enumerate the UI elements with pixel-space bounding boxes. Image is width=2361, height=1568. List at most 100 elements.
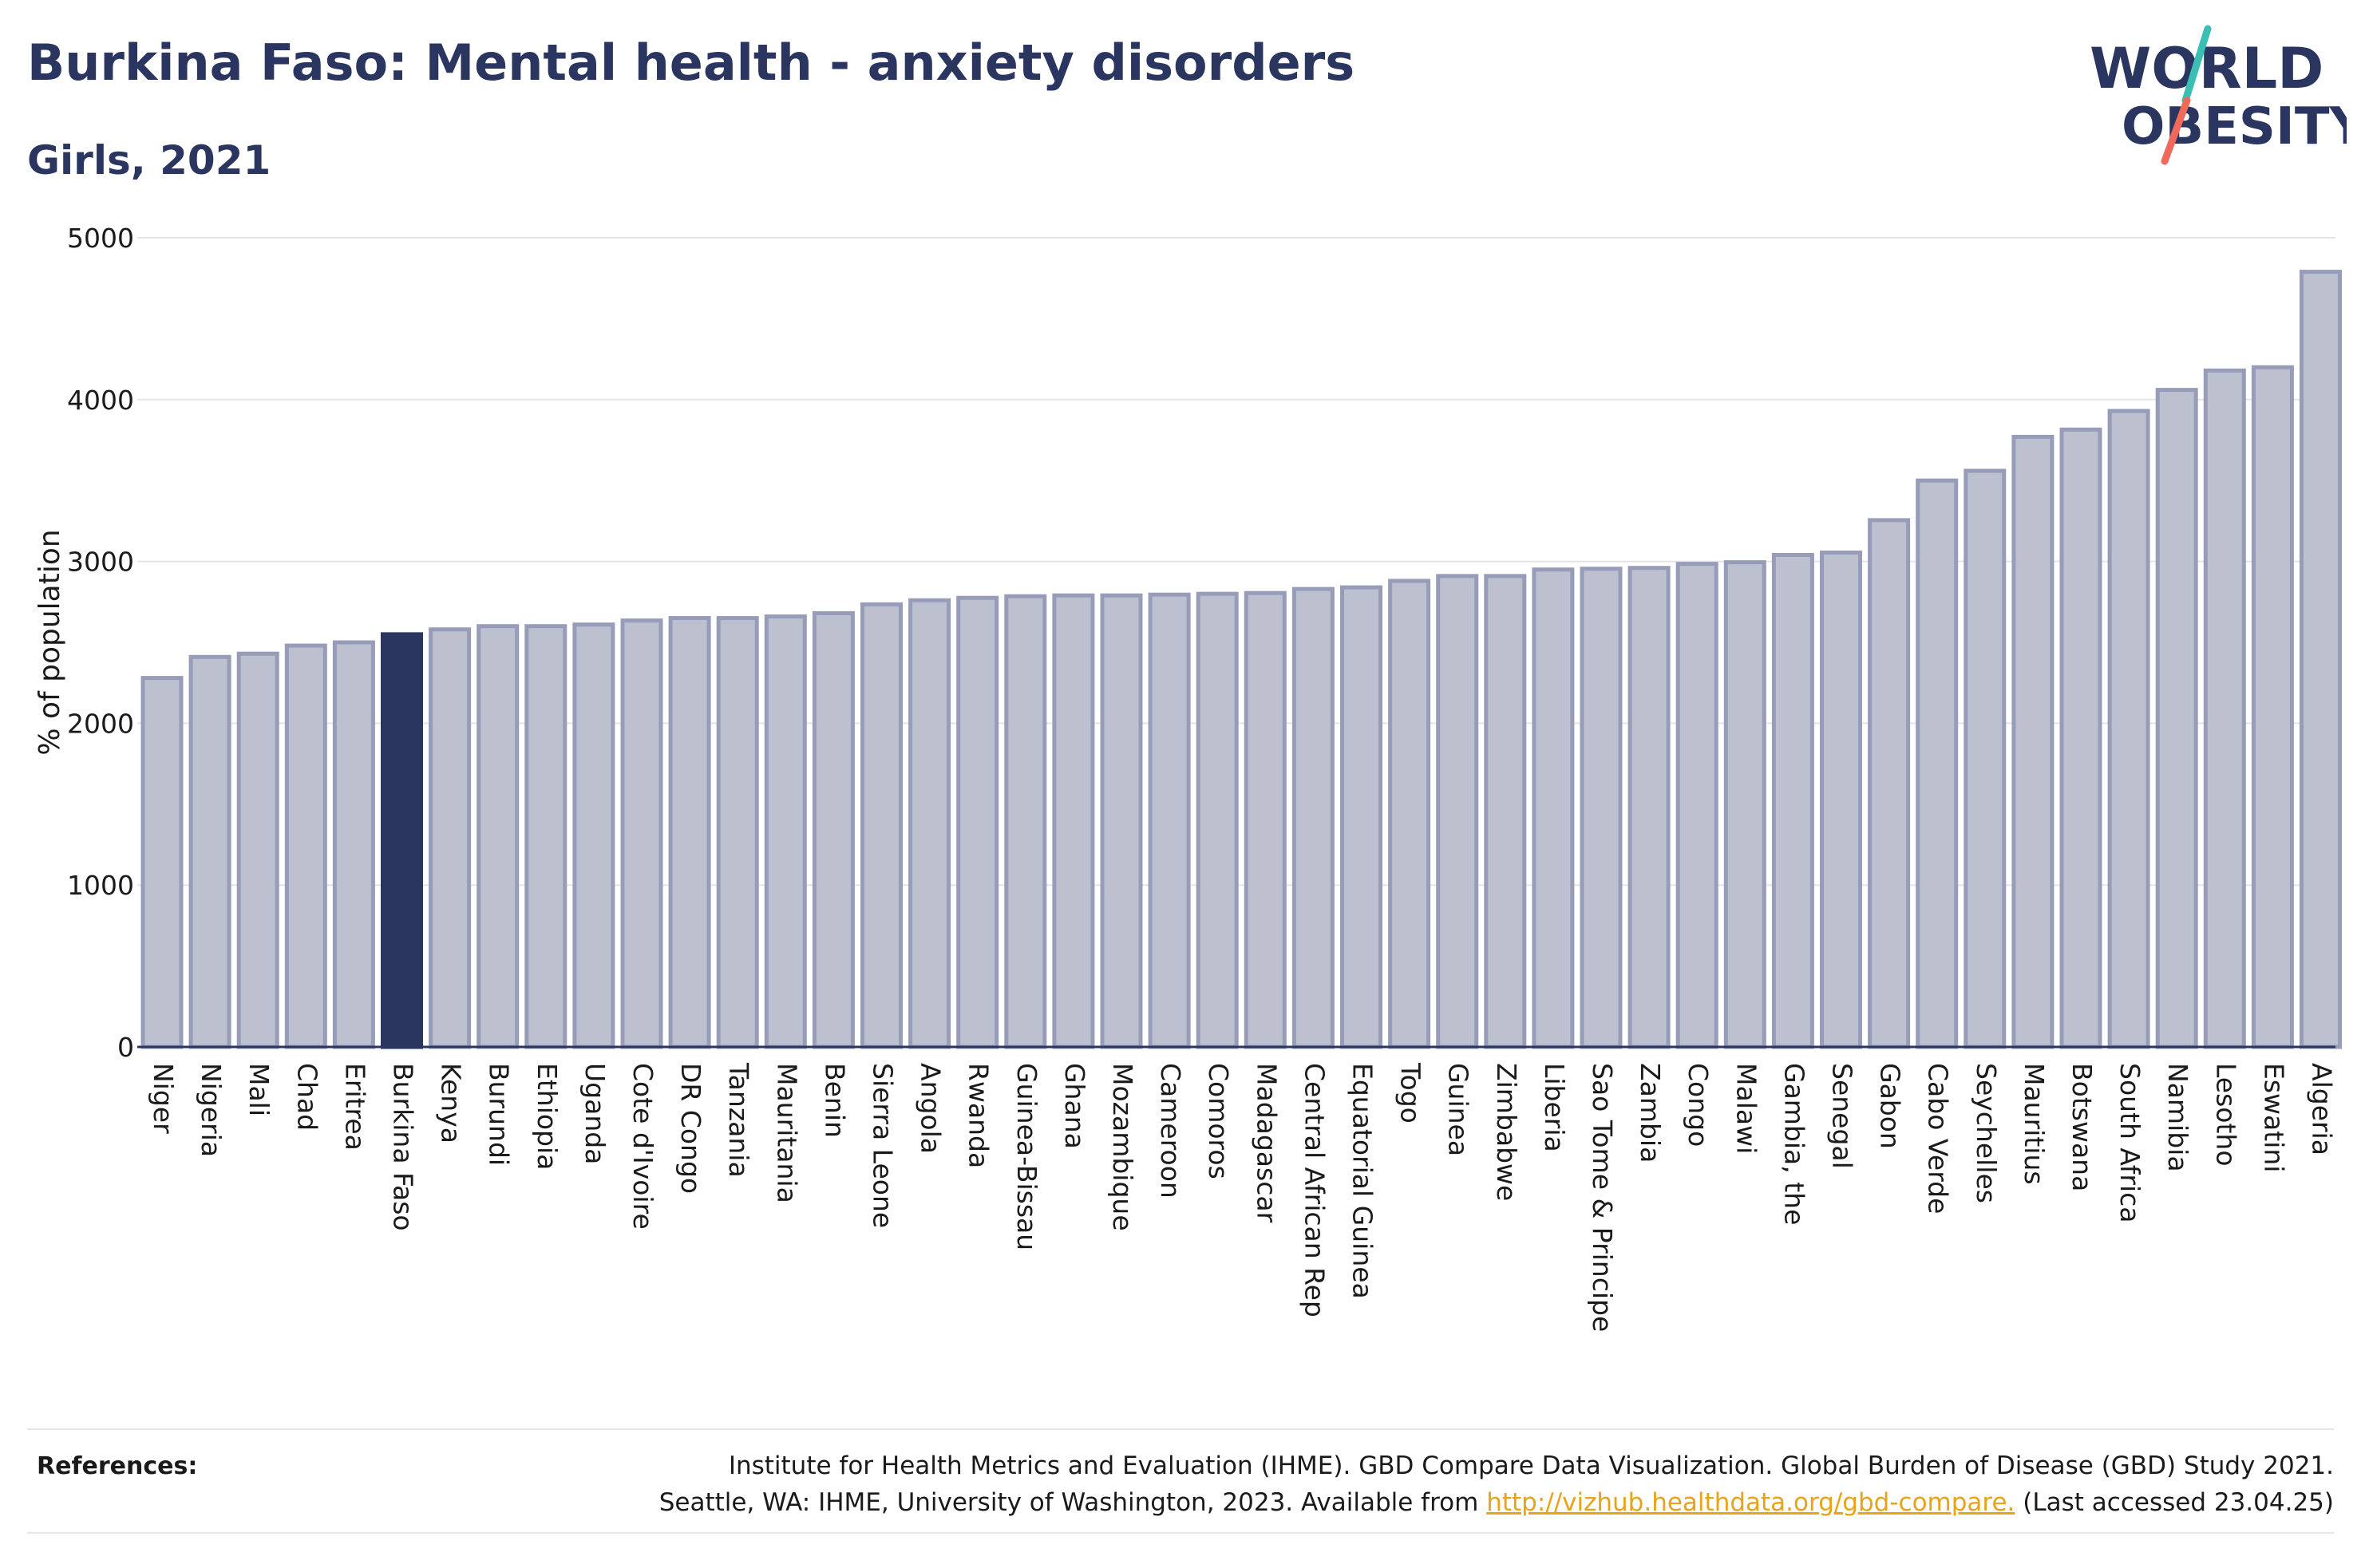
bars <box>140 270 2342 1049</box>
x-tick-label: Kenya <box>436 1063 467 1143</box>
x-tick-label: Zambia <box>1635 1063 1666 1163</box>
bar-dr-congo[interactable] <box>668 616 711 1049</box>
x-tick-label: Senegal <box>1827 1063 1858 1169</box>
bar-burkina-faso[interactable] <box>381 632 423 1049</box>
references-text: Institute for Health Metrics and Evaluat… <box>659 1448 2334 1521</box>
x-tick-label: Namibia <box>2162 1063 2193 1172</box>
x-tick-label: Uganda <box>579 1063 611 1164</box>
bar-mauritania[interactable] <box>764 614 807 1049</box>
x-tick-label: Liberia <box>1539 1063 1570 1152</box>
x-tick-label: Sao Tome & Principe <box>1587 1063 1618 1332</box>
bar-comoros[interactable] <box>1196 591 1239 1049</box>
chart-subtitle: Girls, 2021 <box>27 137 271 184</box>
x-tick-label: Tanzania <box>723 1062 754 1178</box>
x-tick-label: Burkina Faso <box>388 1063 419 1231</box>
x-tick-label: Gambia, the <box>1778 1063 1809 1225</box>
bar-malawi[interactable] <box>1723 560 1766 1049</box>
bar-burundi[interactable] <box>477 624 520 1049</box>
x-tick-label: Nigeria <box>196 1063 227 1157</box>
bar-sierra-leone[interactable] <box>860 602 903 1049</box>
bar-zimbabwe[interactable] <box>1484 574 1527 1049</box>
x-tick-label: Mali <box>243 1063 275 1116</box>
logo-slash-coral <box>2161 97 2191 165</box>
bar-ghana[interactable] <box>1052 593 1095 1049</box>
x-tick-label: Chad <box>291 1063 322 1131</box>
x-tick-label: Cote d'Ivoire <box>627 1063 658 1230</box>
bar-mozambique[interactable] <box>1100 593 1143 1049</box>
x-tick-label: Benin <box>819 1063 850 1138</box>
bar-algeria[interactable] <box>2300 270 2342 1049</box>
x-tick-label: Gabon <box>1875 1063 1906 1149</box>
bar-tanzania[interactable] <box>716 616 759 1049</box>
x-tick-label: Guinea <box>1443 1063 1474 1156</box>
y-tick-label: 5000 <box>67 223 134 254</box>
x-tick-label: Cameroon <box>1155 1063 1186 1199</box>
references-link[interactable]: http://vizhub.healthdata.org/gbd-compare… <box>1486 1488 2015 1517</box>
x-tick-label: Sierra Leone <box>868 1063 899 1228</box>
bar-eritrea[interactable] <box>332 640 375 1049</box>
x-tick-label: Congo <box>1683 1063 1714 1147</box>
x-tick-label: Angola <box>916 1063 947 1154</box>
bar-benin[interactable] <box>812 610 855 1049</box>
x-tick-label: Rwanda <box>963 1063 995 1168</box>
x-tick-label: Malawi <box>1730 1063 1762 1154</box>
y-axis-label: % of population <box>34 529 66 755</box>
logo-text-obesity: OBESITY <box>2122 97 2347 156</box>
x-tick-label: Mauritius <box>2019 1063 2050 1185</box>
bar-madagascar[interactable] <box>1244 590 1287 1049</box>
x-tick-label: Algeria <box>2307 1063 2338 1155</box>
x-tick-label: Madagascar <box>1251 1063 1282 1223</box>
bar-mauritius[interactable] <box>2011 434 2055 1049</box>
bar-senegal[interactable] <box>1820 550 1862 1049</box>
x-tick-label: Central African Rep <box>1299 1063 1330 1317</box>
bar-guinea[interactable] <box>1436 574 1479 1049</box>
bar-lesotho[interactable] <box>2203 368 2246 1049</box>
references-line-2: Seattle, WA: IHME, University of Washing… <box>659 1484 2334 1521</box>
bar-ethiopia[interactable] <box>524 624 568 1049</box>
x-tick-label: Equatorial Guinea <box>1347 1063 1378 1299</box>
y-tick-label: 4000 <box>67 385 134 416</box>
bar-nigeria[interactable] <box>188 654 231 1049</box>
bar-cameroon[interactable] <box>1148 592 1191 1049</box>
x-tick-label: Burundi <box>484 1063 515 1166</box>
references-line-1: Institute for Health Metrics and Evaluat… <box>728 1451 2334 1480</box>
bar-liberia[interactable] <box>1532 567 1575 1049</box>
bar-kenya[interactable] <box>429 627 472 1049</box>
logo-text-world: WORLD <box>2090 36 2323 101</box>
bar-niger[interactable] <box>140 676 184 1049</box>
bar-mali[interactable] <box>236 651 279 1049</box>
bar-gabon[interactable] <box>1868 518 1911 1049</box>
bar-togo[interactable] <box>1388 579 1431 1049</box>
x-tick-label: Comoros <box>1203 1063 1234 1179</box>
bar-namibia[interactable] <box>2155 388 2198 1049</box>
x-tick-label: Ethiopia <box>532 1063 563 1170</box>
bar-chart: 0 1000 2000 3000 4000 5000 Niger Nigeria Mali Ch… <box>34 223 2342 1332</box>
bar-equatorial-guinea[interactable] <box>1340 585 1382 1049</box>
bar-botswana[interactable] <box>2059 427 2102 1049</box>
y-tick-label: 3000 <box>67 547 134 578</box>
x-tick-label: South Africa <box>2114 1063 2145 1223</box>
bar-seychelles[interactable] <box>1964 468 2007 1049</box>
bar-guinea-bissau[interactable] <box>1004 594 1047 1049</box>
x-tick-label: Ghana <box>1059 1063 1090 1149</box>
x-tick-label: Seychelles <box>1971 1063 2002 1203</box>
references-line-2-prefix: Seattle, WA: IHME, University of Washing… <box>658 1488 1479 1517</box>
x-tick-label: Eswatini <box>2258 1063 2289 1172</box>
references-line-2-suffix: (Last accessed 23.04.25) <box>2023 1488 2334 1517</box>
bar-gambia-the[interactable] <box>1771 552 1814 1049</box>
bar-south-africa[interactable] <box>2107 409 2150 1049</box>
bar-congo[interactable] <box>1675 562 1718 1049</box>
bar-central-african-rep[interactable] <box>1291 587 1335 1049</box>
x-tick-label: Lesotho <box>2210 1063 2241 1167</box>
bar-eswatini[interactable] <box>2251 365 2294 1049</box>
bar-zambia[interactable] <box>1627 566 1671 1049</box>
chart-title: Burkina Faso: Mental health - anxiety di… <box>27 34 1355 92</box>
x-tick-label: Guinea-Bissau <box>1011 1063 1042 1250</box>
bar-rwanda[interactable] <box>956 595 999 1049</box>
bar-sao-tome-principe[interactable] <box>1580 567 1623 1049</box>
bar-uganda[interactable] <box>572 622 615 1049</box>
bar-cote-d-ivoire[interactable] <box>620 618 663 1049</box>
bar-chad[interactable] <box>284 643 327 1049</box>
bar-cabo-verde[interactable] <box>1916 478 1959 1049</box>
bar-angola[interactable] <box>908 598 951 1049</box>
